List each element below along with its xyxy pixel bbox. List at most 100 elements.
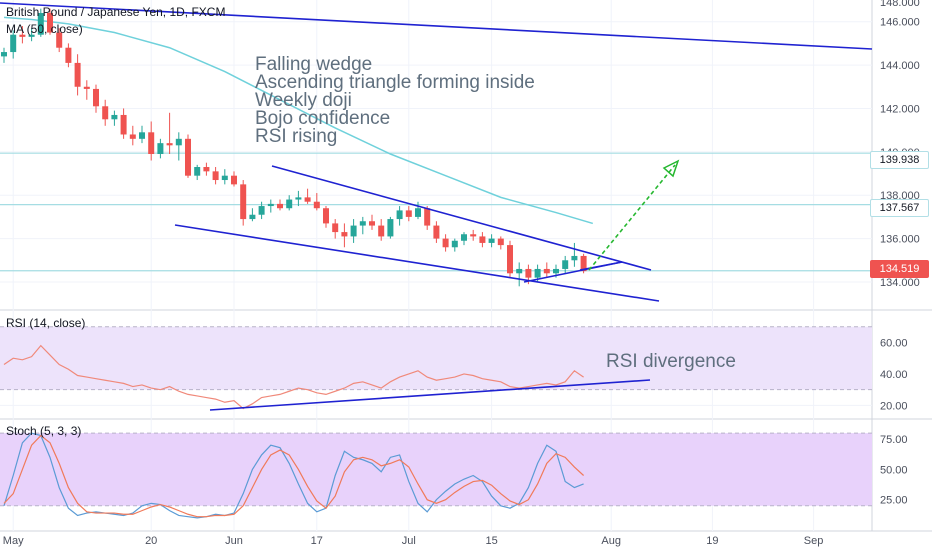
candle-down	[47, 13, 53, 33]
candle-down	[323, 208, 329, 224]
candle-down	[332, 223, 339, 233]
stoch-band	[0, 433, 872, 506]
rsi-legend: RSI (14, close)	[6, 316, 86, 330]
candle-up	[396, 210, 403, 220]
price-tag-level-1: 139.938	[870, 151, 929, 169]
candle-up	[194, 167, 201, 176]
rsi-y-tick-label: 20.00	[880, 400, 908, 412]
candle-down	[341, 232, 348, 237]
candle-up	[221, 175, 228, 181]
candle-down	[277, 203, 283, 209]
x-tick-label: Jun	[225, 535, 243, 547]
price-y-tick-label: 148.000	[880, 0, 920, 9]
candle-down	[304, 197, 311, 202]
candle-down	[442, 238, 449, 248]
stoch-legend: Stoch (5, 3, 3)	[6, 424, 82, 438]
candle-up	[175, 138, 182, 146]
candle-down	[240, 184, 247, 220]
x-tick-label: Aug	[601, 535, 621, 547]
candle-down	[424, 208, 431, 226]
candle-down	[525, 268, 532, 278]
target-arrow-head	[662, 159, 680, 178]
price-y-tick-label: 142.000	[880, 103, 920, 115]
candle-up	[553, 268, 559, 274]
price-y-tick-label: 134.000	[880, 277, 920, 289]
candle-up	[488, 238, 495, 243]
note-falling-wedge: Falling wedge	[255, 54, 373, 75]
candle-down	[19, 34, 26, 37]
candle-down	[120, 114, 127, 135]
candle-up	[286, 199, 293, 209]
note-bojo-confidence: Bojo confidence	[255, 108, 391, 129]
candle-down	[378, 225, 385, 237]
candle-up	[387, 219, 394, 237]
candle-up	[571, 255, 578, 261]
candle-down	[470, 234, 477, 237]
price-tag-last: 134.519	[870, 260, 929, 278]
candle-up	[534, 268, 541, 278]
candle-up	[516, 268, 523, 274]
candle-down	[433, 225, 440, 239]
candle-up	[451, 240, 458, 248]
candle-down	[102, 106, 109, 120]
rsi-y-tick-label: 60.00	[880, 337, 908, 349]
candle-up	[461, 234, 467, 241]
x-tick-label: 17	[311, 535, 323, 547]
target-arrow-line	[588, 164, 676, 271]
x-tick-label: 19	[706, 535, 718, 547]
candle-down	[148, 132, 155, 154]
symbol-title: British Pound / Japanese Yen, 1D, FXCM	[6, 5, 226, 19]
candle-down	[507, 245, 513, 274]
candle-down	[405, 210, 412, 217]
rsi-divergence-note: RSI divergence	[606, 351, 736, 372]
candle-down	[56, 32, 63, 48]
candle-up	[415, 208, 421, 217]
x-tick-label: May	[3, 535, 24, 547]
candle-up	[1, 52, 7, 57]
triangle-top-line	[579, 261, 623, 271]
ma50-line	[3, 16, 594, 225]
rsi-divergence-line	[209, 379, 651, 411]
candle-down	[83, 86, 90, 89]
candle-down	[497, 238, 504, 246]
price-y-tick-label: 144.000	[880, 60, 920, 72]
wedge-lower-line	[174, 224, 660, 302]
price-y-tick-label: 146.000	[880, 17, 920, 29]
candle-up	[111, 114, 118, 120]
long-term-downtrend-line	[0, 2, 873, 50]
note-ascending-triangle: Ascending triangle forming inside	[255, 72, 535, 93]
candle-up	[350, 225, 357, 237]
price-y-tick-label: 136.000	[880, 234, 920, 246]
wedge-upper-line	[271, 165, 652, 271]
stoch-k-line	[3, 432, 584, 519]
rsi-band	[0, 326, 872, 390]
candle-down	[479, 236, 486, 243]
candle-down	[543, 268, 550, 274]
stoch-y-tick-label: 75.00	[880, 434, 908, 446]
candle-up	[37, 13, 44, 35]
ma-legend: MA (50, close)	[6, 22, 83, 36]
price-tag-level-2: 137.567	[870, 199, 929, 217]
note-weekly-doji: Weekly doji	[255, 90, 352, 111]
candle-up	[249, 214, 256, 220]
candle-up	[139, 132, 145, 139]
candle-up	[157, 143, 164, 154]
rsi-line	[3, 344, 584, 410]
x-tick-label: Jul	[402, 535, 416, 547]
candle-up	[295, 197, 302, 200]
analysis-notes: Falling wedge Ascending triangle forming…	[255, 54, 535, 147]
candle-down	[185, 138, 191, 176]
x-tick-label: 20	[145, 535, 157, 547]
candle-down	[65, 47, 72, 63]
candle-down	[203, 167, 210, 172]
candle-down	[580, 255, 587, 272]
stoch-d-line	[3, 434, 585, 518]
rsi-y-tick-label: 40.00	[880, 369, 908, 381]
stoch-y-tick-label: 25.00	[880, 495, 908, 507]
candle-down	[74, 62, 81, 87]
note-rsi-rising: RSI rising	[255, 126, 338, 147]
candle-up	[28, 34, 35, 37]
candle-down	[369, 221, 375, 226]
